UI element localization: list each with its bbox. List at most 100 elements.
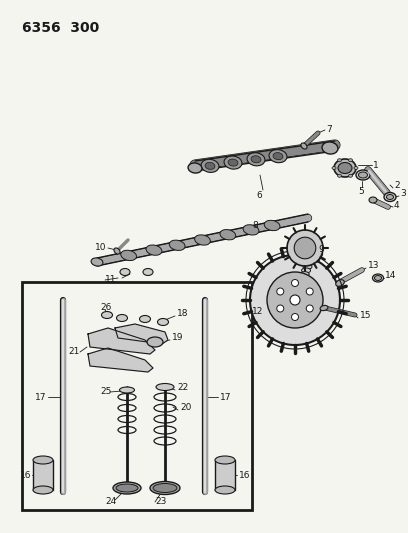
Ellipse shape [243, 225, 259, 235]
Ellipse shape [113, 482, 141, 494]
Bar [33, 460, 53, 490]
Text: 9: 9 [318, 246, 324, 254]
Ellipse shape [373, 274, 384, 282]
Ellipse shape [33, 486, 53, 494]
Ellipse shape [153, 483, 177, 492]
Text: 3: 3 [400, 190, 406, 198]
Ellipse shape [375, 276, 381, 280]
Ellipse shape [332, 166, 336, 169]
Ellipse shape [269, 150, 287, 163]
Ellipse shape [157, 319, 169, 326]
Ellipse shape [287, 230, 323, 266]
Ellipse shape [334, 159, 356, 177]
Text: 4: 4 [394, 200, 399, 209]
Text: 17: 17 [35, 392, 47, 401]
Ellipse shape [215, 456, 235, 464]
Text: 8: 8 [252, 221, 258, 230]
Ellipse shape [294, 237, 316, 259]
Text: 26: 26 [100, 303, 111, 311]
Ellipse shape [354, 166, 358, 169]
Polygon shape [115, 324, 168, 344]
Ellipse shape [146, 245, 162, 255]
Ellipse shape [201, 159, 219, 172]
Ellipse shape [247, 153, 265, 166]
Ellipse shape [301, 143, 307, 149]
Ellipse shape [224, 156, 242, 169]
Ellipse shape [143, 269, 153, 276]
Ellipse shape [336, 280, 344, 286]
Polygon shape [88, 328, 155, 354]
Text: 20: 20 [180, 403, 191, 413]
Ellipse shape [290, 295, 300, 305]
Text: 16: 16 [239, 471, 251, 480]
Text: 7: 7 [326, 125, 332, 134]
Ellipse shape [267, 272, 323, 328]
Ellipse shape [188, 163, 202, 173]
Ellipse shape [169, 240, 185, 251]
Ellipse shape [386, 195, 393, 199]
Ellipse shape [348, 159, 353, 161]
Text: 16: 16 [20, 471, 31, 480]
Ellipse shape [102, 311, 113, 319]
Ellipse shape [299, 276, 308, 280]
Ellipse shape [114, 248, 120, 254]
Ellipse shape [348, 174, 353, 177]
Ellipse shape [322, 142, 338, 154]
Ellipse shape [150, 481, 180, 495]
Ellipse shape [306, 257, 315, 262]
Ellipse shape [264, 220, 280, 231]
Ellipse shape [384, 192, 396, 201]
Ellipse shape [121, 250, 137, 261]
Ellipse shape [296, 282, 305, 288]
Ellipse shape [205, 163, 215, 169]
Bar [215, 460, 235, 490]
Text: 25: 25 [100, 386, 111, 395]
Text: 21: 21 [68, 346, 80, 356]
Ellipse shape [91, 258, 103, 266]
Ellipse shape [290, 297, 299, 303]
Ellipse shape [303, 264, 312, 269]
Text: 24: 24 [105, 497, 116, 506]
Ellipse shape [120, 387, 135, 393]
Ellipse shape [356, 170, 370, 180]
Ellipse shape [291, 279, 299, 287]
Text: 6356  300: 6356 300 [22, 21, 99, 35]
Ellipse shape [277, 305, 284, 312]
Ellipse shape [117, 314, 127, 321]
Text: 11: 11 [105, 276, 117, 285]
Ellipse shape [147, 337, 163, 347]
Ellipse shape [220, 230, 236, 240]
Text: 6: 6 [256, 191, 262, 200]
Ellipse shape [250, 255, 340, 345]
Text: 12: 12 [252, 308, 264, 317]
Ellipse shape [228, 159, 238, 166]
Ellipse shape [359, 172, 368, 178]
Ellipse shape [291, 313, 299, 320]
Text: 10: 10 [95, 244, 106, 253]
Ellipse shape [277, 288, 284, 295]
Text: 1: 1 [373, 160, 379, 169]
Ellipse shape [338, 163, 352, 174]
Ellipse shape [292, 294, 301, 299]
Ellipse shape [308, 249, 317, 254]
Ellipse shape [337, 174, 341, 177]
Ellipse shape [195, 235, 211, 245]
Text: 2: 2 [394, 182, 399, 190]
Text: 15: 15 [360, 311, 372, 320]
Ellipse shape [251, 156, 261, 163]
Ellipse shape [120, 269, 130, 276]
Text: 19: 19 [172, 333, 184, 342]
Polygon shape [88, 348, 153, 372]
Ellipse shape [295, 286, 304, 292]
Text: 22: 22 [177, 384, 188, 392]
Text: 13: 13 [368, 262, 379, 271]
Text: 18: 18 [177, 310, 188, 319]
Ellipse shape [156, 384, 174, 391]
Bar [22, 282, 252, 510]
Ellipse shape [140, 316, 151, 322]
Text: 5: 5 [358, 187, 364, 196]
Ellipse shape [273, 152, 283, 160]
Ellipse shape [369, 197, 377, 203]
Ellipse shape [304, 261, 313, 265]
Ellipse shape [293, 290, 302, 295]
